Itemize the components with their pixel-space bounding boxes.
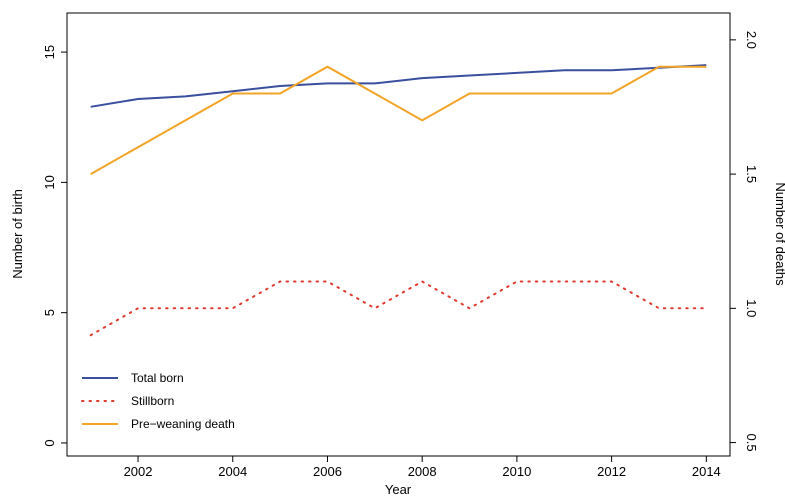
- series-layer: [89, 64, 708, 337]
- y-axis-title: Number of birth: [10, 189, 25, 279]
- series-line: [90, 65, 707, 175]
- y2-axis-title: Number of deaths: [773, 182, 785, 286]
- x-tick-label: 2006: [313, 464, 342, 479]
- plot-frame: [66, 12, 731, 457]
- series-line: [90, 64, 707, 108]
- x-tick-label: 2014: [692, 464, 721, 479]
- legend-label: Stillborn: [131, 394, 174, 408]
- y-axis-right: 0.5 1.0 1.5 2.0: [730, 31, 759, 452]
- x-tick-label: 2004: [218, 464, 247, 479]
- x-axis: 2002 2004 2006 2008 2010 2012 2014: [124, 456, 721, 479]
- legend: Total born Stillborn Pre−weaning death: [81, 371, 235, 431]
- y-tick-label: 5: [42, 309, 57, 316]
- y2-tick-label: 1.0: [744, 299, 759, 317]
- legend-label: Pre−weaning death: [131, 417, 235, 431]
- y2-tick-label: 2.0: [744, 31, 759, 49]
- y2-tick-label: 0.5: [744, 434, 759, 452]
- x-tick-label: 2008: [408, 464, 437, 479]
- x-tick-label: 2010: [502, 464, 531, 479]
- legend-label: Total born: [131, 371, 184, 385]
- y-tick-label: 0: [42, 439, 57, 446]
- x-axis-title: Year: [385, 482, 412, 497]
- series-line: [89, 280, 708, 337]
- y-axis-left: 0 5 10 15: [42, 45, 67, 447]
- x-tick-label: 2012: [597, 464, 626, 479]
- x-tick-label: 2002: [124, 464, 153, 479]
- y-tick-label: 10: [42, 175, 57, 189]
- y-tick-label: 15: [42, 45, 57, 59]
- y2-tick-label: 1.5: [744, 165, 759, 183]
